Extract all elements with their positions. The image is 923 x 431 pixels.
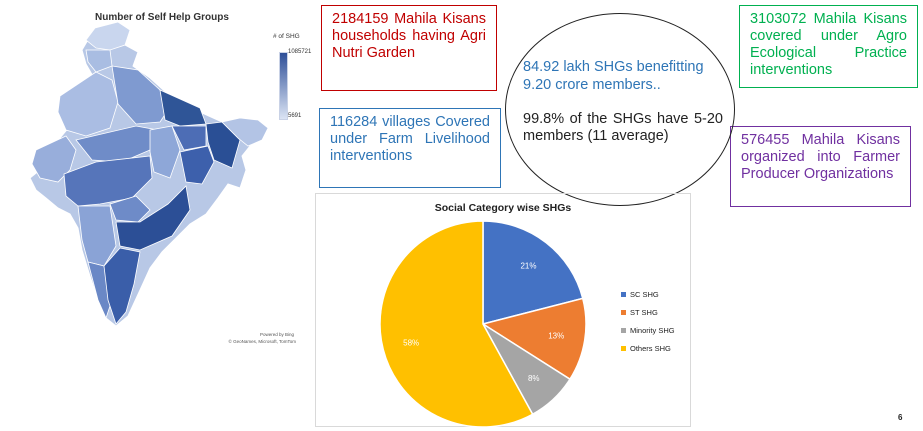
farm-livelihood-villages-box: 116284 villages Covered under Farm Livel… (319, 108, 501, 188)
legend-swatch-sc-shg (621, 292, 626, 297)
legend-label-others-shg: Others SHG (630, 344, 671, 353)
map-legend-max: 1085721 (288, 49, 312, 55)
legend-label-st-shg: ST SHG (630, 308, 658, 317)
region-northeast (221, 117, 269, 147)
legend-swatch-minority-shg (621, 328, 626, 333)
pie-data-label-sc-shg: 21% (520, 261, 536, 270)
region-odisha (179, 145, 215, 185)
india-shg-map (29, 21, 269, 327)
map-credit-bing: Powered by Bing (259, 332, 294, 337)
legend-label-sc-shg: SC SHG (630, 290, 659, 299)
pie-slice-st-shg (481, 297, 587, 381)
pie-data-label-minority-shg: 8% (528, 374, 540, 383)
social-category-pie-chart: 21% 13% 8% 58% SC SHG ST SHG Minority SHG Other… (379, 220, 675, 427)
pie-data-label-st-shg: 13% (548, 332, 564, 341)
map-legend-gradient (279, 52, 288, 120)
shg-beneficiaries-text: 84.92 lakh SHGs benefitting 9.20 crore m… (523, 59, 704, 93)
legend-swatch-st-shg (621, 310, 626, 315)
legend-swatch-others-shg (621, 346, 626, 351)
page-number: 6 (898, 413, 903, 422)
pie-slice-others-shg (379, 220, 534, 427)
fpo-box: 576455 Mahila Kisans organized into Farm… (730, 126, 911, 207)
pie-chart-frame (315, 193, 691, 427)
pie-slice-sc-shg (482, 220, 584, 325)
region-rajasthan (57, 71, 119, 137)
region-telangana (109, 195, 151, 223)
map-credit-sources: © GeoNames, Microsoft, TomTom (228, 339, 297, 344)
pie-data-label-others-shg: 58% (403, 338, 419, 347)
pie-chart-title: Social Category wise SHGs (434, 202, 572, 214)
region-andhra (115, 185, 191, 251)
shg-membership-text: 99.8% of the SHGs have 5-20 members (11 … (523, 111, 723, 144)
legend-label-minority-shg: Minority SHG (630, 326, 675, 335)
agro-ecological-box: 3103072 Mahila Kisans covered under Agro… (739, 5, 918, 88)
map-title: Number of Self Help Groups (95, 12, 229, 23)
shg-summary-oval (505, 13, 735, 206)
region-bihar (159, 89, 207, 127)
region-jk (85, 21, 131, 51)
agri-nutri-garden-box: 2184159 Mahila Kisans households having … (321, 5, 497, 91)
region-tamilnadu (103, 247, 141, 325)
region-jharkhand (171, 125, 207, 151)
map-legend-title: # of SHG (273, 33, 300, 40)
map-legend-min: 5691 (288, 113, 302, 119)
region-punjab (85, 49, 113, 73)
